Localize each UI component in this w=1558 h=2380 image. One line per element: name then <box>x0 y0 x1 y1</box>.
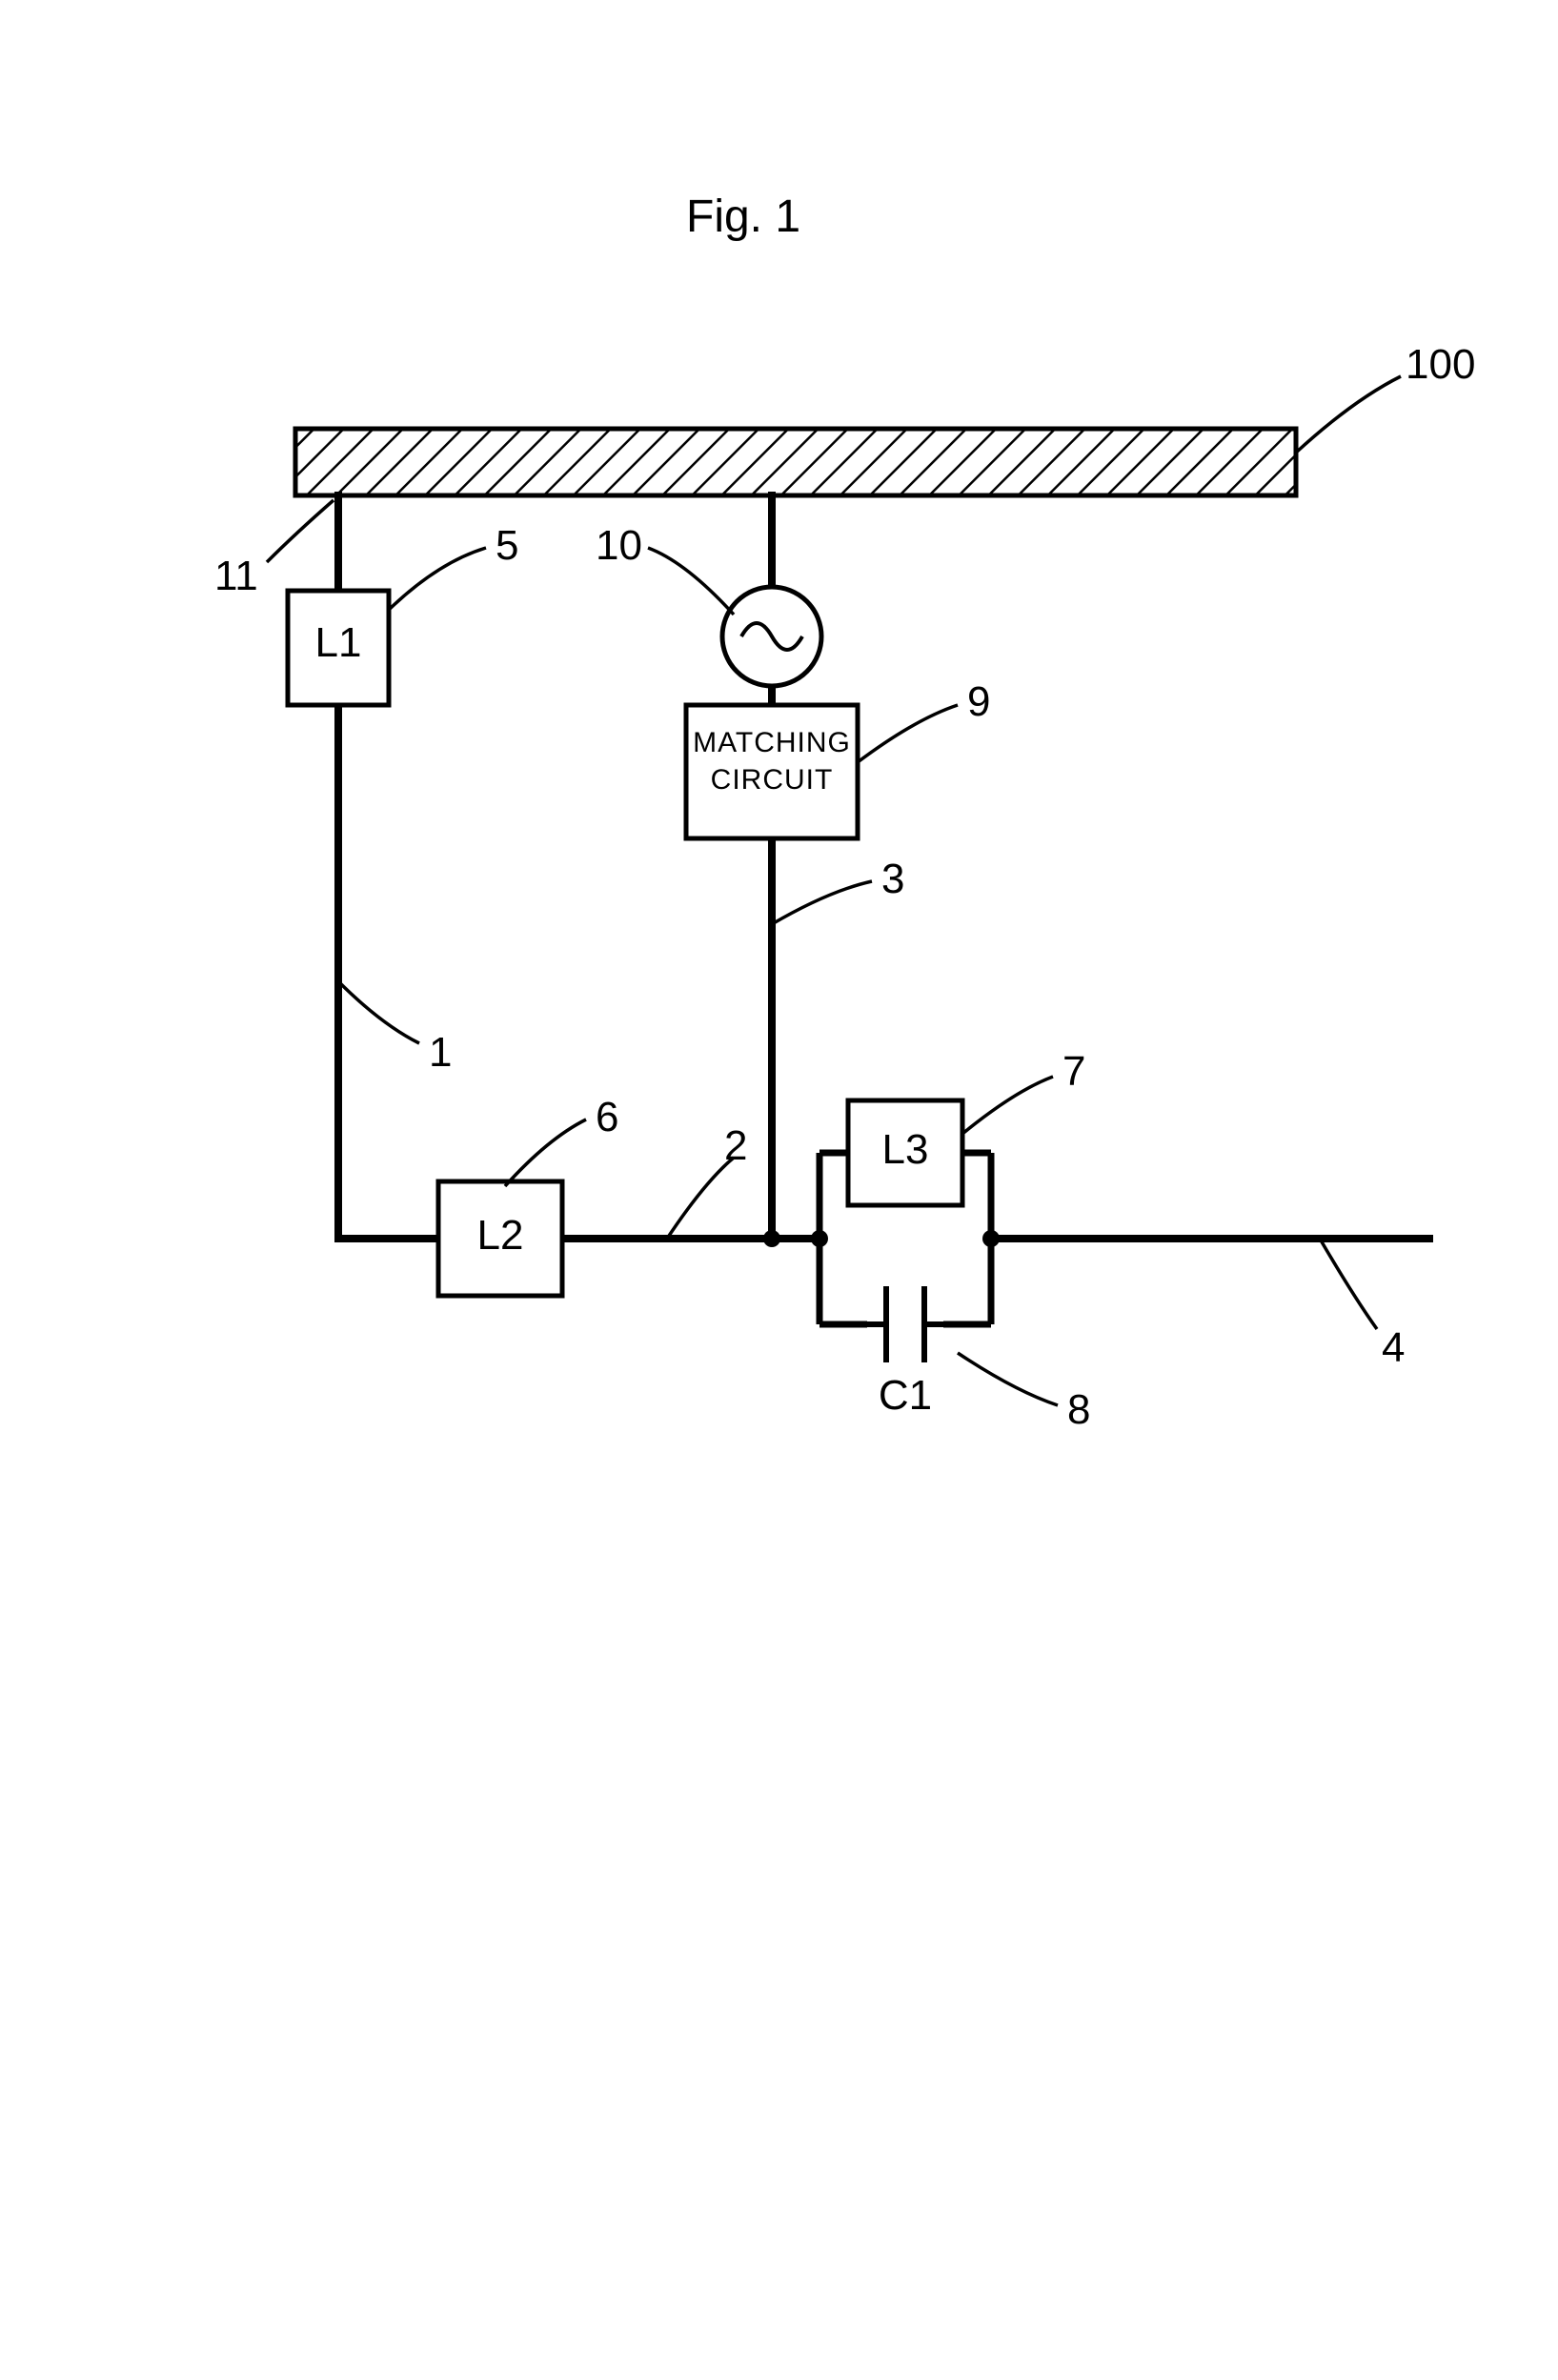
ref-11: 11 <box>214 553 258 600</box>
ref-1: 1 <box>429 1029 452 1077</box>
matching-circuit-label: MATCHINGCIRCUIT <box>688 724 856 798</box>
l2-label: L2 <box>438 1212 562 1260</box>
l3-label: L3 <box>848 1126 962 1174</box>
circuit-diagram <box>0 0 1558 2380</box>
ref-10: 10 <box>596 522 642 570</box>
ref-3: 3 <box>881 856 904 903</box>
c1-capacitor-icon <box>867 1286 943 1362</box>
ac-source-icon <box>722 587 821 686</box>
ref-7: 7 <box>1062 1048 1085 1096</box>
ref-2: 2 <box>724 1122 747 1170</box>
ref-9: 9 <box>967 678 990 726</box>
ref-100: 100 <box>1406 341 1475 389</box>
ground-plane <box>295 429 1296 495</box>
ref-6: 6 <box>596 1094 618 1141</box>
ref-4: 4 <box>1382 1324 1405 1372</box>
figure-container: Fig. 1 <box>0 0 1558 2380</box>
c1-label: C1 <box>848 1372 962 1420</box>
l1-label: L1 <box>288 619 389 667</box>
ref-8: 8 <box>1067 1386 1090 1434</box>
ref-5: 5 <box>496 522 518 570</box>
